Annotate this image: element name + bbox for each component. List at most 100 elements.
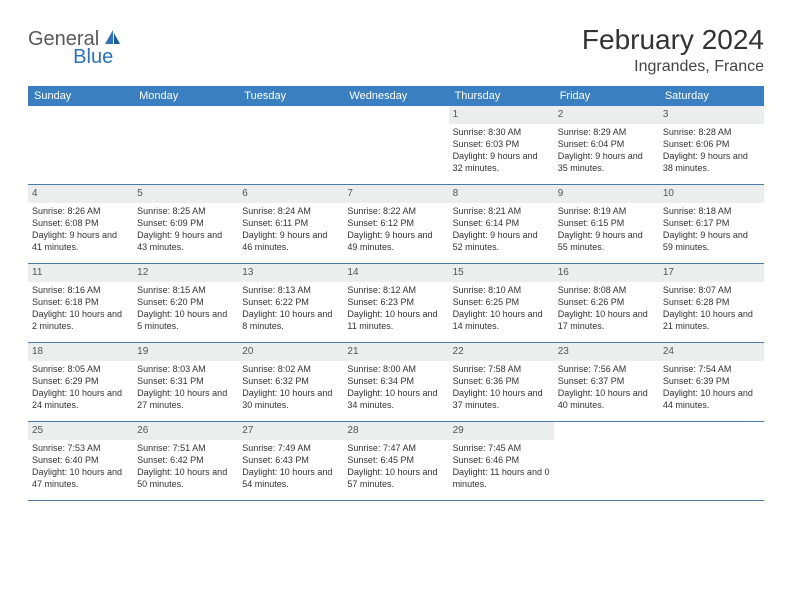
- sunrise: Sunrise: 8:19 AM: [558, 205, 655, 217]
- daylight: Daylight: 10 hours and 27 minutes.: [137, 387, 234, 411]
- day-number: 22: [449, 343, 554, 361]
- day-body: Sunrise: 8:15 AMSunset: 6:20 PMDaylight:…: [133, 282, 238, 337]
- day-body: Sunrise: 7:54 AMSunset: 6:39 PMDaylight:…: [659, 361, 764, 416]
- sunrise: Sunrise: 7:54 AM: [663, 363, 760, 375]
- day-cell: 29Sunrise: 7:45 AMSunset: 6:46 PMDayligh…: [449, 422, 554, 500]
- daylight: Daylight: 10 hours and 34 minutes.: [347, 387, 444, 411]
- weekday-wednesday: Wednesday: [343, 86, 448, 106]
- daylight: Daylight: 10 hours and 50 minutes.: [137, 466, 234, 490]
- sunset: Sunset: 6:29 PM: [32, 375, 129, 387]
- day-body: Sunrise: 8:25 AMSunset: 6:09 PMDaylight:…: [133, 203, 238, 258]
- day-number: 14: [343, 264, 448, 282]
- sunrise: Sunrise: 8:30 AM: [453, 126, 550, 138]
- day-cell: [28, 106, 133, 184]
- daylight: Daylight: 9 hours and 38 minutes.: [663, 150, 760, 174]
- weekday-saturday: Saturday: [659, 86, 764, 106]
- month-title: February 2024: [582, 24, 764, 56]
- weekday-friday: Friday: [554, 86, 659, 106]
- sunrise: Sunrise: 7:47 AM: [347, 442, 444, 454]
- sunset: Sunset: 6:26 PM: [558, 296, 655, 308]
- day-cell: 9Sunrise: 8:19 AMSunset: 6:15 PMDaylight…: [554, 185, 659, 263]
- calendar: Sunday Monday Tuesday Wednesday Thursday…: [28, 86, 764, 501]
- sunrise: Sunrise: 7:49 AM: [242, 442, 339, 454]
- sunrise: Sunrise: 8:18 AM: [663, 205, 760, 217]
- day-body: Sunrise: 8:08 AMSunset: 6:26 PMDaylight:…: [554, 282, 659, 337]
- sunrise: Sunrise: 8:00 AM: [347, 363, 444, 375]
- day-number: 3: [659, 106, 764, 124]
- week-row: 25Sunrise: 7:53 AMSunset: 6:40 PMDayligh…: [28, 422, 764, 501]
- daylight: Daylight: 10 hours and 24 minutes.: [32, 387, 129, 411]
- sunset: Sunset: 6:43 PM: [242, 454, 339, 466]
- day-body: Sunrise: 8:19 AMSunset: 6:15 PMDaylight:…: [554, 203, 659, 258]
- week-row: 18Sunrise: 8:05 AMSunset: 6:29 PMDayligh…: [28, 343, 764, 422]
- daylight: Daylight: 10 hours and 17 minutes.: [558, 308, 655, 332]
- sunset: Sunset: 6:06 PM: [663, 138, 760, 150]
- location: Ingrandes, France: [582, 58, 764, 76]
- sunset: Sunset: 6:32 PM: [242, 375, 339, 387]
- sunset: Sunset: 6:40 PM: [32, 454, 129, 466]
- day-body: Sunrise: 7:58 AMSunset: 6:36 PMDaylight:…: [449, 361, 554, 416]
- sunrise: Sunrise: 7:56 AM: [558, 363, 655, 375]
- sunrise: Sunrise: 8:03 AM: [137, 363, 234, 375]
- day-number: 6: [238, 185, 343, 203]
- day-body: Sunrise: 8:22 AMSunset: 6:12 PMDaylight:…: [343, 203, 448, 258]
- daylight: Daylight: 9 hours and 59 minutes.: [663, 229, 760, 253]
- daylight: Daylight: 9 hours and 43 minutes.: [137, 229, 234, 253]
- day-cell: 14Sunrise: 8:12 AMSunset: 6:23 PMDayligh…: [343, 264, 448, 342]
- day-number: 25: [28, 422, 133, 440]
- day-cell: 19Sunrise: 8:03 AMSunset: 6:31 PMDayligh…: [133, 343, 238, 421]
- daylight: Daylight: 10 hours and 40 minutes.: [558, 387, 655, 411]
- day-cell: 15Sunrise: 8:10 AMSunset: 6:25 PMDayligh…: [449, 264, 554, 342]
- sunrise: Sunrise: 8:12 AM: [347, 284, 444, 296]
- sunset: Sunset: 6:28 PM: [663, 296, 760, 308]
- day-cell: 7Sunrise: 8:22 AMSunset: 6:12 PMDaylight…: [343, 185, 448, 263]
- daylight: Daylight: 9 hours and 55 minutes.: [558, 229, 655, 253]
- sunset: Sunset: 6:25 PM: [453, 296, 550, 308]
- day-body: Sunrise: 8:00 AMSunset: 6:34 PMDaylight:…: [343, 361, 448, 416]
- daylight: Daylight: 9 hours and 35 minutes.: [558, 150, 655, 174]
- day-body: Sunrise: 8:21 AMSunset: 6:14 PMDaylight:…: [449, 203, 554, 258]
- sunrise: Sunrise: 8:22 AM: [347, 205, 444, 217]
- daylight: Daylight: 9 hours and 32 minutes.: [453, 150, 550, 174]
- daylight: Daylight: 10 hours and 5 minutes.: [137, 308, 234, 332]
- day-cell: 25Sunrise: 7:53 AMSunset: 6:40 PMDayligh…: [28, 422, 133, 500]
- daylight: Daylight: 10 hours and 54 minutes.: [242, 466, 339, 490]
- day-body: Sunrise: 8:18 AMSunset: 6:17 PMDaylight:…: [659, 203, 764, 258]
- sunrise: Sunrise: 8:13 AM: [242, 284, 339, 296]
- sunrise: Sunrise: 7:45 AM: [453, 442, 550, 454]
- weekday-header: Sunday Monday Tuesday Wednesday Thursday…: [28, 86, 764, 106]
- day-cell: 3Sunrise: 8:28 AMSunset: 6:06 PMDaylight…: [659, 106, 764, 184]
- daylight: Daylight: 10 hours and 21 minutes.: [663, 308, 760, 332]
- sunset: Sunset: 6:18 PM: [32, 296, 129, 308]
- day-cell: 13Sunrise: 8:13 AMSunset: 6:22 PMDayligh…: [238, 264, 343, 342]
- sunrise: Sunrise: 8:05 AM: [32, 363, 129, 375]
- daylight: Daylight: 9 hours and 52 minutes.: [453, 229, 550, 253]
- day-cell: [554, 422, 659, 500]
- weekday-sunday: Sunday: [28, 86, 133, 106]
- weeks-container: 1Sunrise: 8:30 AMSunset: 6:03 PMDaylight…: [28, 106, 764, 501]
- sunset: Sunset: 6:04 PM: [558, 138, 655, 150]
- header: General Blue February 2024 Ingrandes, Fr…: [28, 24, 764, 76]
- day-cell: 16Sunrise: 8:08 AMSunset: 6:26 PMDayligh…: [554, 264, 659, 342]
- day-cell: 11Sunrise: 8:16 AMSunset: 6:18 PMDayligh…: [28, 264, 133, 342]
- day-body: Sunrise: 8:24 AMSunset: 6:11 PMDaylight:…: [238, 203, 343, 258]
- sunset: Sunset: 6:46 PM: [453, 454, 550, 466]
- day-cell: [343, 106, 448, 184]
- day-number: 17: [659, 264, 764, 282]
- day-body: Sunrise: 7:53 AMSunset: 6:40 PMDaylight:…: [28, 440, 133, 495]
- sunrise: Sunrise: 8:02 AM: [242, 363, 339, 375]
- daylight: Daylight: 10 hours and 37 minutes.: [453, 387, 550, 411]
- sunset: Sunset: 6:23 PM: [347, 296, 444, 308]
- day-cell: 24Sunrise: 7:54 AMSunset: 6:39 PMDayligh…: [659, 343, 764, 421]
- sunset: Sunset: 6:03 PM: [453, 138, 550, 150]
- logo-text-blue: Blue: [73, 46, 113, 69]
- day-number: 7: [343, 185, 448, 203]
- sunset: Sunset: 6:17 PM: [663, 217, 760, 229]
- daylight: Daylight: 9 hours and 49 minutes.: [347, 229, 444, 253]
- day-number: 19: [133, 343, 238, 361]
- sunset: Sunset: 6:45 PM: [347, 454, 444, 466]
- day-cell: 1Sunrise: 8:30 AMSunset: 6:03 PMDaylight…: [449, 106, 554, 184]
- day-number: 2: [554, 106, 659, 124]
- day-body: Sunrise: 8:16 AMSunset: 6:18 PMDaylight:…: [28, 282, 133, 337]
- day-number: 20: [238, 343, 343, 361]
